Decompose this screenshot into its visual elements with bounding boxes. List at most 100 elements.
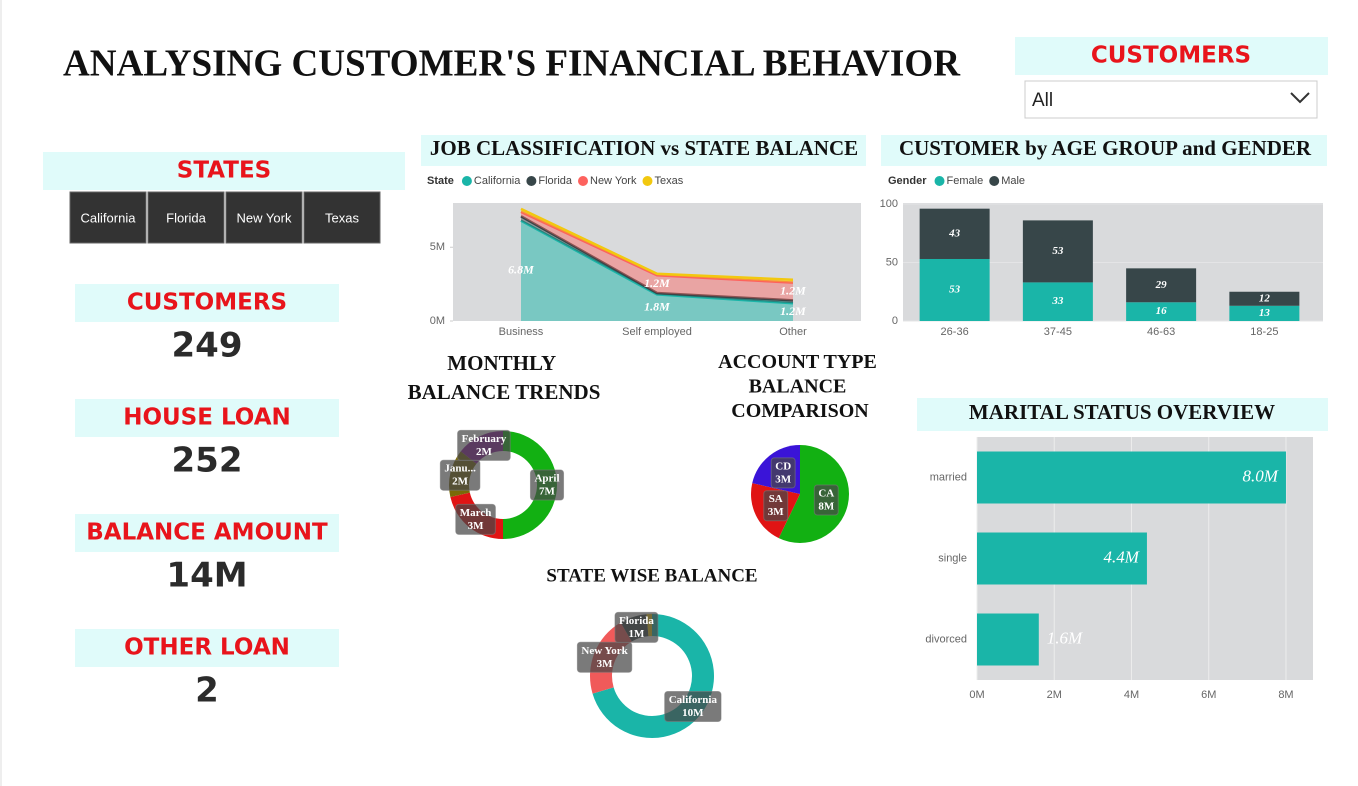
legend-label: Male	[1001, 175, 1025, 187]
y-tick-label: 50	[886, 256, 898, 268]
area-line	[520, 219, 794, 305]
slice-category: April	[534, 473, 559, 485]
data-label: 43	[948, 227, 961, 239]
state-button[interactable]	[303, 191, 381, 244]
slice-value: 8M	[818, 501, 835, 513]
kpi-header	[75, 629, 339, 667]
slice-label-box	[576, 641, 633, 673]
x-tick-label: 37-45	[1044, 326, 1072, 338]
dropdown-value[interactable]: All	[1032, 90, 1053, 111]
slice-value: 2M	[476, 446, 493, 458]
slice-label-box	[770, 457, 796, 489]
data-label: 12	[1259, 292, 1271, 304]
slice-label-box	[664, 691, 722, 723]
bar	[977, 451, 1286, 504]
slice-category: Janu...	[444, 463, 476, 475]
slice-value: 3M	[468, 520, 485, 532]
slice-category: New York	[581, 645, 628, 657]
kpi-value: 252	[172, 441, 243, 481]
state-button-label[interactable]: Texas	[325, 210, 359, 225]
slice-category: CA	[818, 488, 834, 500]
x-tick-label: 0M	[969, 689, 984, 701]
y-tick-label: divorced	[925, 633, 967, 645]
legend-title: State	[427, 175, 454, 187]
bar-segment	[1126, 302, 1197, 321]
chart-header	[881, 135, 1327, 166]
area-line	[520, 207, 794, 281]
state-button-label[interactable]: New York	[237, 210, 292, 225]
area-line	[520, 210, 794, 284]
state-button-label[interactable]: Florida	[166, 210, 207, 225]
x-tick-label: 26-36	[941, 326, 969, 338]
kpi-header	[75, 284, 339, 322]
data-label: 13	[1259, 307, 1271, 319]
bar-segment	[1229, 291, 1300, 306]
y-tick-label: 5M	[430, 241, 445, 253]
kpi-header	[75, 514, 339, 552]
kpi-value: 249	[172, 326, 243, 366]
slice-value: 7M	[539, 486, 556, 498]
x-tick-label: Business	[499, 326, 544, 338]
state-button-label[interactable]: California	[81, 210, 137, 225]
chart-title: JOB CLASSIFICATION vs STATE BALANCE	[430, 136, 858, 160]
y-tick-label: married	[930, 471, 967, 483]
y-tick-label: 0	[892, 315, 898, 327]
slice-value: 3M	[597, 658, 614, 670]
state-button[interactable]	[147, 191, 225, 244]
bar-segment	[919, 208, 990, 259]
kpi-header	[75, 399, 339, 437]
slice-value: 3M	[768, 506, 785, 518]
bar-segment	[1126, 268, 1197, 303]
legend-swatch	[989, 176, 1000, 186]
x-tick-label: 18-25	[1250, 326, 1278, 338]
data-label: 6.8M	[508, 263, 534, 277]
slicer-title: CUSTOMERS	[1091, 43, 1251, 69]
slice-label-box	[529, 469, 565, 501]
chart-title: MONTHLY BALANCE TRENDS	[408, 351, 601, 404]
dropdown-chevron[interactable]	[1290, 92, 1310, 104]
x-tick-label: Self employed	[622, 326, 692, 338]
slice-value: 10M	[682, 707, 704, 719]
x-tick-label: 6M	[1201, 689, 1216, 701]
slice-category: Florida	[619, 615, 654, 627]
chart-header	[421, 135, 866, 166]
slice-label: Janu...2M	[439, 459, 481, 491]
legend-swatch	[526, 176, 537, 186]
area	[521, 220, 793, 321]
slice-label-box	[813, 484, 839, 516]
bar	[977, 532, 1147, 585]
dropdown[interactable]: All	[1024, 80, 1318, 119]
chart-title: STATE WISE BALANCE	[546, 565, 757, 586]
slice-category: March	[460, 507, 492, 519]
kpi-label: BALANCE AMOUNT	[86, 520, 328, 546]
state-button[interactable]	[225, 191, 303, 244]
legend-swatch	[934, 176, 945, 186]
chart-title: MARITAL STATUS OVERVIEW	[969, 400, 1275, 424]
state-button[interactable]	[69, 191, 147, 244]
y-tick-label: single	[938, 552, 967, 564]
data-label: 53	[1052, 245, 1064, 257]
legend-swatch	[578, 176, 588, 186]
slice-label-box	[763, 490, 789, 522]
kpi-label: CUSTOMERS	[127, 290, 287, 316]
legend-label: California	[474, 175, 521, 187]
x-tick-label: 46-63	[1147, 326, 1175, 338]
data-label: 1.8M	[644, 299, 670, 313]
bar	[977, 613, 1039, 666]
data-label: 53	[949, 284, 961, 296]
dropdown-box[interactable]	[1024, 80, 1318, 119]
legend-swatch	[461, 176, 472, 186]
data-label: 16	[1156, 305, 1168, 317]
state-buttons: California Florida New York Texas	[69, 191, 381, 244]
legend-swatch	[642, 176, 653, 186]
kpi-cards: CUSTOMERS 249 HOUSE LOAN 252 BALANCE AMOUNT 1…	[75, 284, 339, 711]
y-tick-label: 0M	[430, 315, 445, 327]
states-header	[43, 152, 405, 190]
area-line	[520, 215, 794, 302]
